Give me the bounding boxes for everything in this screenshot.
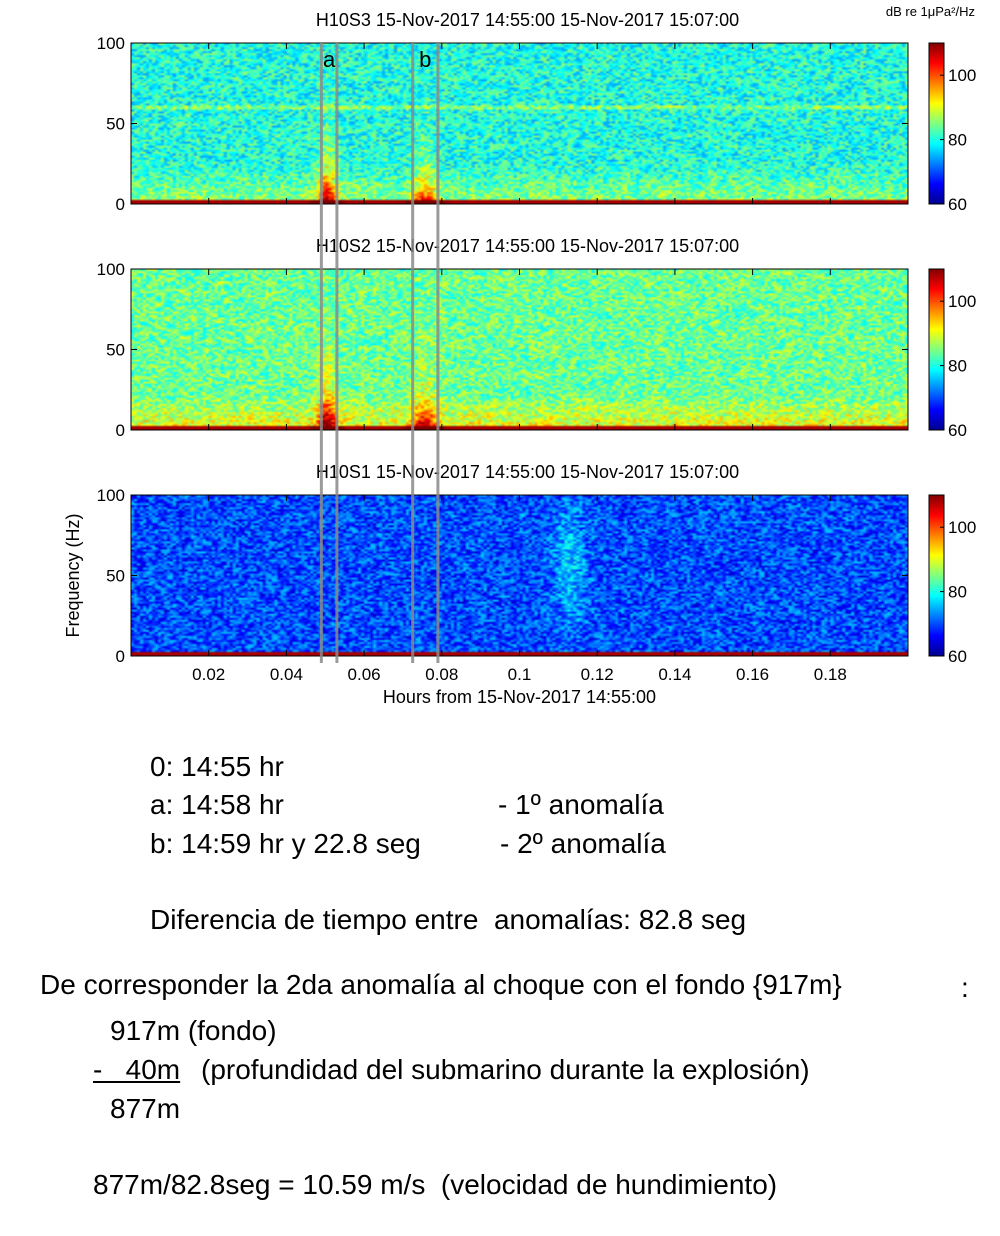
y-tick-label: 50 [106,341,125,360]
note-t0: 0: 14:55 hr [150,751,284,782]
x-tick-label: 0.14 [658,665,691,684]
x-tick-label: 0.18 [814,665,847,684]
y-tick-label: 100 [97,34,125,53]
y-tick-label: 100 [97,486,125,505]
y-tick-label: 50 [106,115,125,134]
colorbar [928,494,945,657]
y-tick-label: 100 [97,260,125,279]
event-label: b [419,47,431,72]
note-tb: b: 14:59 hr y 22.8 seg [150,828,421,859]
colorbar-unit-label: dB re 1μPa²/Hz [886,4,975,19]
colorbar-tick-label: 100 [948,292,976,311]
spectrogram-heatmap [131,43,908,204]
spectrogram-panel: H10S1 15-Nov-2017 14:55:00 15-Nov-2017 1… [97,462,977,666]
event-marker-b: b [411,43,440,663]
x-tick-label: 0.16 [736,665,769,684]
colorbar-tick-label: 100 [948,66,976,85]
spectrogram-panel: H10S3 15-Nov-2017 14:55:00 15-Nov-2017 1… [97,10,977,214]
y-axis-label: Frequency (Hz) [63,513,83,637]
colorbar-tick-label: 60 [948,421,967,440]
panel-title: H10S1 15-Nov-2017 14:55:00 15-Nov-2017 1… [316,462,739,482]
note-calc-result: 877m [110,1093,181,1124]
note-ta-desc: - 1º anomalía [498,789,664,820]
y-tick-label: 0 [116,195,125,214]
colorbar-tick-label: 80 [948,357,967,376]
note-velocity: 877m/82.8seg = 10.59 m/s (velocidad de h… [93,1169,778,1200]
x-tick-label: 0.12 [581,665,614,684]
colorbar [928,268,945,431]
colorbar-tick-label: 100 [948,518,976,537]
y-tick-label: 0 [116,647,125,666]
note-ta: a: 14:58 hr [150,789,284,820]
note-hypothesis-colon: : [961,972,969,1003]
note-time-difference: Diferencia de tiempo entre anomalías: 82… [150,904,747,935]
event-label: a [323,47,336,72]
note-calc-minus: - 40m [93,1054,181,1085]
x-axis-label: Hours from 15-Nov-2017 14:55:00 [383,687,656,707]
spectrogram-heatmap [131,495,908,656]
note-hypothesis: De corresponder la 2da anomalía al choqu… [40,969,842,1000]
colorbar [928,42,945,205]
x-tick-label: 0.06 [348,665,381,684]
x-tick-label: 0.08 [425,665,458,684]
colorbar-tick-label: 80 [948,131,967,150]
spectrogram-heatmap [131,269,908,430]
y-tick-label: 0 [116,421,125,440]
note-tb-desc: - 2º anomalía [500,828,666,859]
colorbar-tick-label: 60 [948,647,967,666]
colorbar-tick-label: 60 [948,195,967,214]
panel-title: H10S2 15-Nov-2017 14:55:00 15-Nov-2017 1… [316,236,739,256]
colorbar-tick-label: 80 [948,583,967,602]
spectrogram-figure: dB re 1μPa²/Hz H10S3 15-Nov-2017 14:55:0… [63,4,977,707]
x-tick-label: 0.04 [270,665,303,684]
panel-title: H10S3 15-Nov-2017 14:55:00 15-Nov-2017 1… [316,10,739,30]
y-tick-label: 50 [106,567,125,586]
note-calc-fondo: 917m (fondo) [110,1015,277,1046]
note-calc-minus-desc: (profundidad del submarino durante la ex… [201,1054,810,1085]
spectrogram-panel: H10S2 15-Nov-2017 14:55:00 15-Nov-2017 1… [97,236,977,440]
x-tick-label: 0.02 [192,665,225,684]
event-marker-a: a [319,43,339,663]
x-tick-label: 0.1 [508,665,532,684]
